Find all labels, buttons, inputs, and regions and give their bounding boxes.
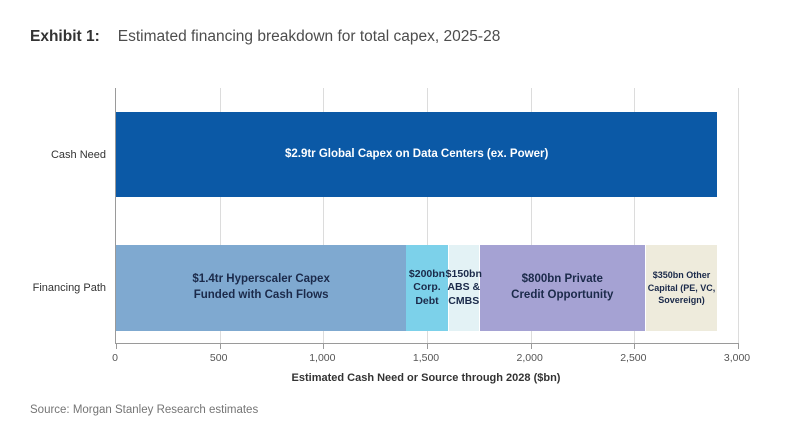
gridline [219, 88, 221, 343]
x-axis-title: Estimated Cash Need or Source through 20… [291, 372, 561, 384]
gridline [738, 88, 739, 343]
bar-segment: $1.4tr Hyperscaler Capex Funded with Cas… [116, 245, 407, 331]
source-note: Source: Morgan Stanley Research estimate… [30, 404, 259, 416]
chart-title-text: Estimated financing breakdown for total … [117, 28, 501, 45]
gridline [427, 88, 428, 343]
axis-tick [634, 343, 636, 349]
axis-tick [116, 343, 117, 349]
x-tick-label: 0 [112, 352, 118, 364]
gridline [530, 88, 532, 343]
bar-segment: $800bn Private Credit Opportunity [478, 245, 645, 331]
bar-segment-label: $150bn ABS & CMBS [445, 267, 482, 307]
bar-row: $1.4tr Hyperscaler Capex Funded with Cas… [116, 245, 738, 331]
bar-segment-label: $800bn Private Credit Opportunity [511, 273, 614, 301]
axis-tick [530, 343, 532, 349]
category-label: Cash Need [50, 148, 106, 161]
bar-segment: $150bn ABS & CMBS [445, 245, 482, 331]
x-tick-label: 1,500 [412, 352, 440, 364]
page-title: Exhibit 1: Estimated financing breakdown… [30, 28, 500, 46]
x-tick-label: 500 [209, 352, 228, 364]
bar-segment-label: $2.9tr Global Capex on Data Centers (ex.… [284, 147, 549, 160]
plot-area: $2.9tr Global Capex on Data Centers (ex.… [115, 88, 739, 349]
bar-segment-label: $200bn Corp. Debt [408, 267, 446, 307]
bar-segment: $2.9tr Global Capex on Data Centers (ex.… [116, 112, 718, 197]
axis-tick [219, 343, 221, 349]
axis-tick [323, 343, 325, 349]
bar-segment-label: $350bn Other Capital (PE, VC, Sovereign) [647, 270, 716, 306]
category-label: Financing Path [32, 282, 106, 294]
bar-segment: $200bn Corp. Debt [406, 245, 448, 331]
gridline [634, 88, 636, 343]
x-tick-label: 3,000 [723, 352, 751, 364]
x-tick-label: 1,000 [309, 352, 336, 364]
bar-segment-label: $1.4tr Hyperscaler Capex Funded with Cas… [192, 273, 330, 301]
axis-tick [427, 343, 428, 349]
bar-segment: $350bn Other Capital (PE, VC, Sovereign) [644, 245, 718, 331]
exhibit-number-label: Exhibit 1: [30, 28, 100, 45]
x-tick-label: 2,000 [516, 352, 543, 364]
gridline [323, 88, 325, 343]
x-tick-label: 2,500 [620, 352, 647, 364]
bar-row: $2.9tr Global Capex on Data Centers (ex.… [116, 112, 738, 197]
axis-tick [738, 343, 739, 349]
